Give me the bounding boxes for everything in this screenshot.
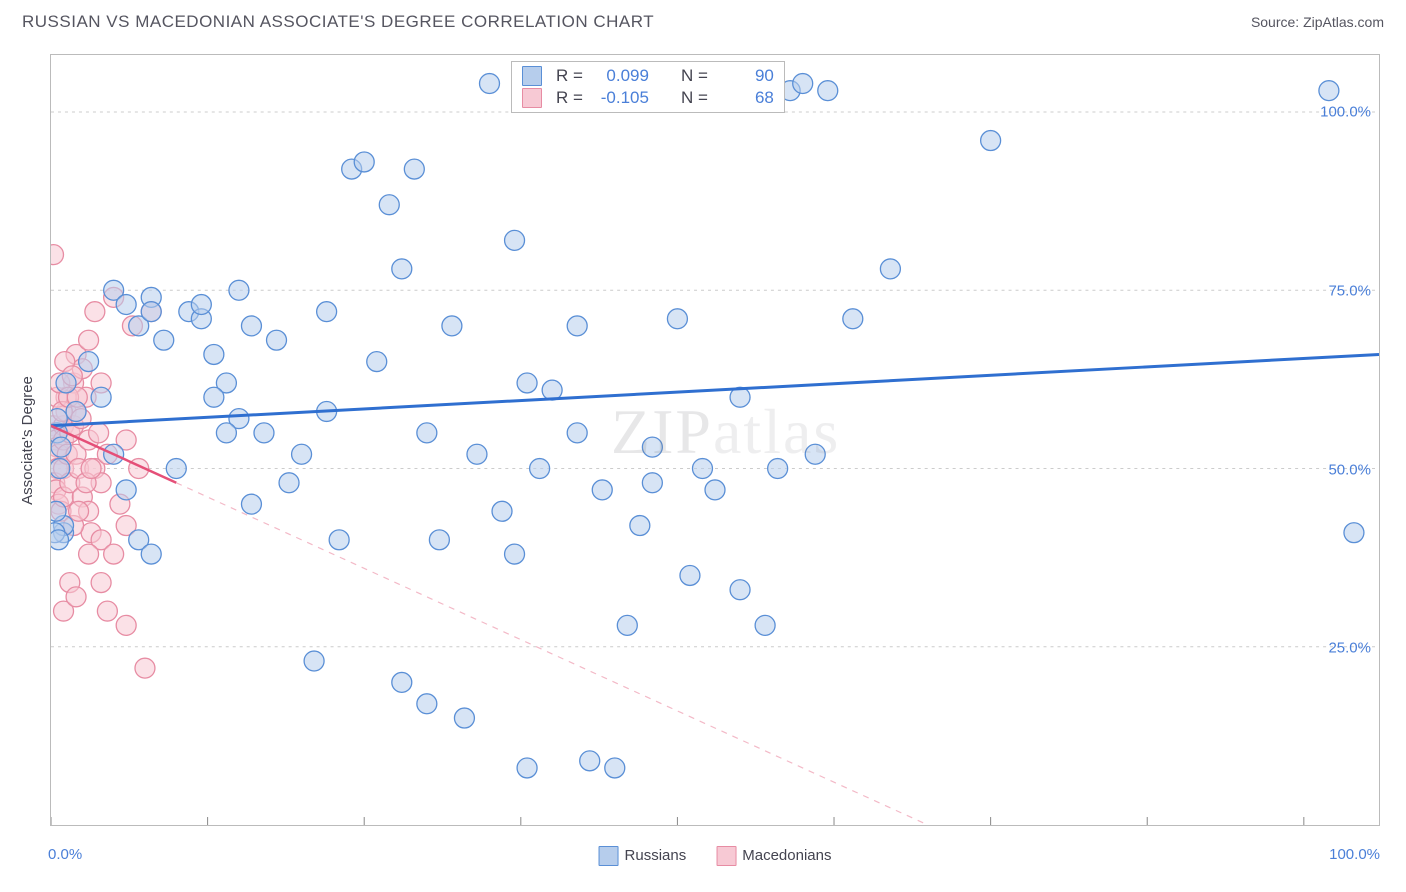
y-axis-tick: 75.0%: [1328, 282, 1371, 299]
x-axis-bar: 0.0% 100.0% Russians Macedonians: [50, 840, 1380, 880]
series-legend: Russians Macedonians: [599, 846, 832, 866]
y-axis-label-wrap: Associate's Degree: [12, 54, 42, 826]
page-title: RUSSIAN VS MACEDONIAN ASSOCIATE'S DEGREE…: [22, 12, 654, 32]
r-value: -0.105: [591, 88, 649, 108]
y-axis-tick: 50.0%: [1328, 461, 1371, 478]
y-axis-tick: 25.0%: [1328, 640, 1371, 657]
n-label: N =: [681, 66, 708, 86]
legend-label: Russians: [625, 847, 687, 864]
scatter-chart-svg: [51, 55, 1379, 825]
n-value: 68: [716, 88, 774, 108]
correlation-legend: R = 0.099 N = 90 R = -0.105 N = 68: [511, 61, 785, 113]
legend-swatch: [716, 846, 736, 866]
n-label: N =: [681, 88, 708, 108]
y-axis-tick: 100.0%: [1320, 104, 1371, 121]
x-axis-tick-max: 100.0%: [1329, 846, 1380, 863]
x-axis-tick-min: 0.0%: [48, 846, 82, 863]
n-value: 90: [716, 66, 774, 86]
legend-swatch: [599, 846, 619, 866]
y-axis-label: Associate's Degree: [19, 376, 36, 505]
r-label: R =: [556, 66, 583, 86]
r-label: R =: [556, 88, 583, 108]
legend-swatch: [522, 88, 542, 108]
chart-area: ZIPatlas R =0.099 N =90R =-0.105 N =68 2…: [50, 54, 1380, 826]
r-value: 0.099: [591, 66, 649, 86]
legend-row: R = -0.105 N = 68: [522, 88, 774, 108]
legend-item: Macedonians: [716, 846, 831, 866]
legend-item: Russians: [599, 846, 687, 866]
source-label: Source: ZipAtlas.com: [1251, 14, 1384, 30]
legend-label: Macedonians: [742, 847, 831, 864]
legend-row: R = 0.099 N = 90: [522, 66, 774, 86]
legend-swatch: [522, 66, 542, 86]
